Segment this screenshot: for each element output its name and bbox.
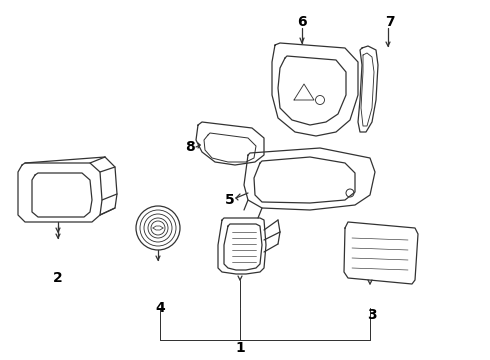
- Text: 5: 5: [225, 193, 235, 207]
- Text: 3: 3: [367, 308, 377, 322]
- Text: 7: 7: [385, 15, 395, 29]
- Text: 2: 2: [53, 271, 63, 285]
- Text: 4: 4: [155, 301, 165, 315]
- Text: 1: 1: [235, 341, 245, 355]
- Text: 6: 6: [297, 15, 307, 29]
- Text: 8: 8: [185, 140, 195, 154]
